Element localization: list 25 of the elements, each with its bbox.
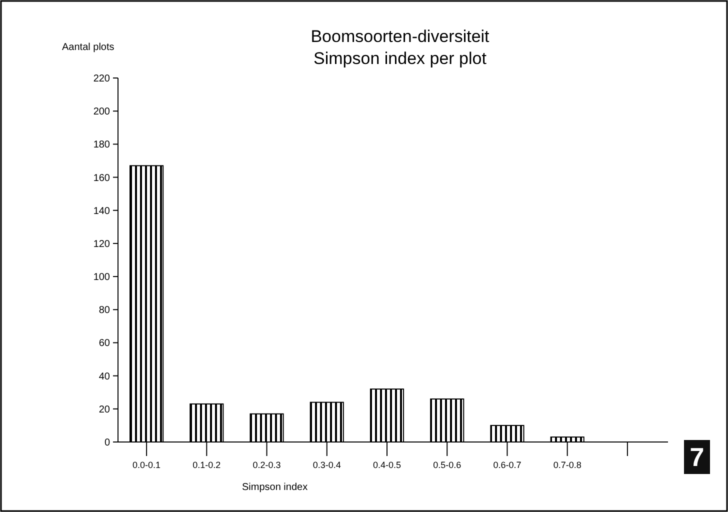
y-tick-label: 160 [93,172,110,184]
x-tick-label: 0.0-0.1 [132,460,161,470]
x-axis-title: Simpson index [242,482,308,493]
y-tick-label: 80 [98,305,110,316]
x-tick-label: 0.1-0.2 [192,460,221,470]
y-tick-label: 20 [98,404,110,416]
x-tick-label: 0.6-0.7 [493,460,522,470]
x-tick-label: 0.5-0.6 [433,460,462,470]
y-tick-label: 100 [93,272,110,284]
x-tick-label: 0.4-0.5 [372,460,402,470]
y-tick-label: 200 [93,106,110,118]
y-tick-label: 120 [93,238,110,250]
text: 7 [690,442,704,472]
x-tick-label: 0.2-0.3 [252,460,281,470]
x-tick-label: 0.7-0.8 [553,460,582,470]
y-tick-label: 140 [93,206,110,217]
x-tick-label: 0.3-0.4 [312,460,341,470]
y-tick-label: 220 [93,74,110,84]
chart-title: Boomsoorten-diversiteit [310,27,490,46]
chart-subtitle: Simpson index per plot [314,49,487,68]
y-axis-title: Aantal plots [62,42,114,53]
y-tick-label: 60 [98,338,110,350]
y-tick-label: 0 [104,438,110,448]
y-tick-label: 180 [93,140,110,151]
y-tick-label: 40 [98,371,110,382]
